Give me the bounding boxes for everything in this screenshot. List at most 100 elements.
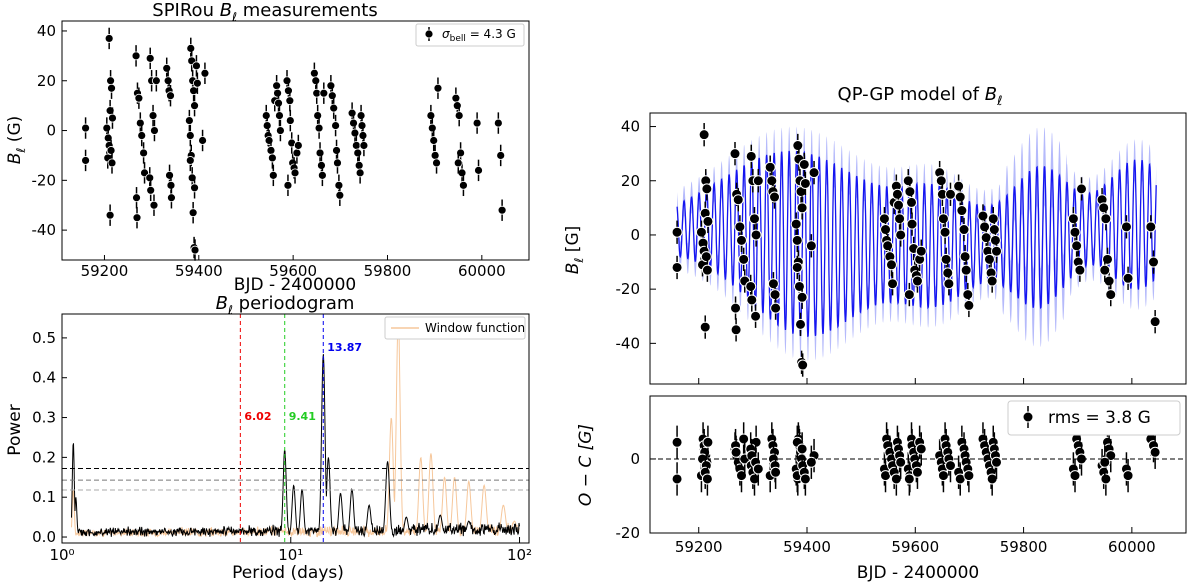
measurement-point	[192, 78, 202, 88]
measurement-point	[326, 81, 336, 91]
periodogram-legend-box	[384, 316, 526, 340]
residuals-xtick-label: 60000	[1108, 538, 1156, 556]
gp-data-point	[942, 267, 954, 279]
measurement-point	[350, 128, 360, 138]
gp-data-point	[766, 175, 778, 187]
gp-data-point	[904, 186, 916, 198]
gp-data-point	[798, 158, 810, 170]
measurement-point	[131, 51, 141, 61]
residuals-panel: 59200 59400 59600 59800 60000 -20 0 BJD - 2400…	[576, 395, 1187, 583]
measurement-point	[353, 148, 363, 158]
marked-period-label: 13.87	[327, 341, 362, 354]
gp-data-point	[732, 194, 744, 206]
measurement-point	[309, 68, 319, 78]
gp-data-point	[1122, 272, 1134, 284]
gp-data-point	[1076, 183, 1088, 195]
measurement-point	[132, 193, 141, 203]
measurement-point	[427, 123, 437, 133]
measurements-panel: SPIRou Bℓ measurements 59200 59400 59600 59…	[5, 0, 530, 295]
measurement-point	[354, 160, 364, 170]
residual-point	[701, 473, 713, 485]
gp-data-point	[701, 183, 713, 195]
measurement-point	[356, 111, 366, 121]
gp-data-point	[797, 359, 809, 371]
residual-point	[963, 470, 975, 482]
measurement-point	[453, 158, 463, 168]
measurement-point	[145, 173, 155, 183]
gp-data-point	[878, 213, 890, 225]
gp-data-point	[750, 310, 762, 322]
gp-data-point	[701, 264, 713, 276]
measurement-point	[149, 200, 159, 210]
periodogram-legend-label: Window function	[425, 321, 525, 335]
measurement-point	[497, 205, 507, 215]
periodogram-xtick-label: 10²	[507, 546, 532, 564]
measurement-point	[148, 111, 158, 121]
measurements-xtick-label: 59200	[81, 262, 129, 280]
gp-data-point	[1098, 202, 1110, 214]
measurement-point	[426, 111, 436, 121]
measurement-point	[162, 63, 172, 73]
gp-data-point	[730, 324, 742, 336]
gp-data-point	[903, 289, 915, 301]
residual-point	[702, 436, 714, 448]
gp-data-point	[791, 234, 803, 246]
gp-data-point	[795, 318, 807, 330]
residuals-xtick-label: 59800	[1000, 538, 1048, 556]
measurement-point	[311, 76, 321, 86]
gp-data-point	[699, 321, 711, 333]
periodogram-xtick-label: 10¹	[278, 546, 303, 564]
measurement-point	[107, 83, 116, 93]
measurement-point	[285, 116, 295, 125]
measurements-legend-box	[415, 23, 525, 47]
residual-point	[895, 456, 907, 468]
gp-data-point	[988, 224, 1000, 236]
gp-data-point	[793, 280, 805, 292]
measurements-ytick-label: -20	[32, 171, 57, 189]
gp-data-point	[891, 188, 903, 200]
gp-data-point	[937, 213, 949, 225]
gp-data-point	[906, 218, 918, 230]
measurement-point	[347, 108, 357, 118]
gp-data-point	[960, 264, 972, 276]
residual-point	[991, 456, 1003, 468]
measurement-point	[192, 61, 201, 71]
measurements-legend-marker	[424, 29, 434, 39]
measurement-point	[104, 34, 114, 43]
periodogram-panel: Bℓ periodogram 6.02 9.41 13.87 10⁰ 10¹ 10² 0.…	[5, 293, 532, 583]
measurement-point	[264, 136, 274, 145]
residuals-axes	[649, 395, 1187, 534]
measurement-point	[292, 148, 302, 158]
measurement-point	[317, 160, 326, 170]
gp-data-point	[880, 224, 892, 236]
measurement-point	[266, 146, 276, 155]
measurement-point	[81, 123, 90, 133]
measurement-point	[276, 126, 285, 135]
gp-data-point	[954, 191, 966, 203]
gp-data-point	[792, 140, 804, 152]
periodogram-ytick-label: 0.1	[32, 488, 56, 506]
gp-model-ytick-label: -20	[616, 280, 641, 298]
residual-point	[1099, 456, 1111, 468]
measurement-point	[274, 98, 283, 108]
measurement-point	[329, 103, 339, 113]
periodogram-ytick-label: 0.5	[32, 329, 56, 347]
gp-data-point	[893, 199, 905, 211]
gp-data-point	[729, 148, 741, 160]
gp-data-point	[748, 213, 760, 225]
measurement-point	[105, 210, 115, 220]
measurement-point	[457, 168, 467, 178]
periodogram-legend: Window function	[384, 316, 526, 340]
gp-data-point	[956, 205, 968, 217]
measurement-point	[151, 76, 161, 86]
gp-data-point	[1067, 213, 1079, 225]
measurement-point	[474, 165, 483, 175]
measurements-xlabel: BJD - 2400000	[234, 275, 356, 295]
measurement-point	[358, 131, 368, 140]
gp-data-point	[980, 232, 992, 244]
measurement-point	[429, 136, 439, 145]
measurements-xtick-label: 59600	[269, 262, 317, 280]
gp-model-ytick-label: 20	[621, 172, 640, 190]
measurement-point	[200, 68, 210, 78]
gp-data-point	[894, 213, 906, 225]
